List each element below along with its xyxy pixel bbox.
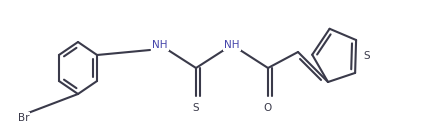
Text: S: S xyxy=(192,103,199,113)
Text: S: S xyxy=(363,52,369,61)
Text: O: O xyxy=(263,103,271,113)
Text: NH: NH xyxy=(224,40,239,50)
Text: NH: NH xyxy=(152,40,167,50)
Text: Br: Br xyxy=(18,113,29,123)
